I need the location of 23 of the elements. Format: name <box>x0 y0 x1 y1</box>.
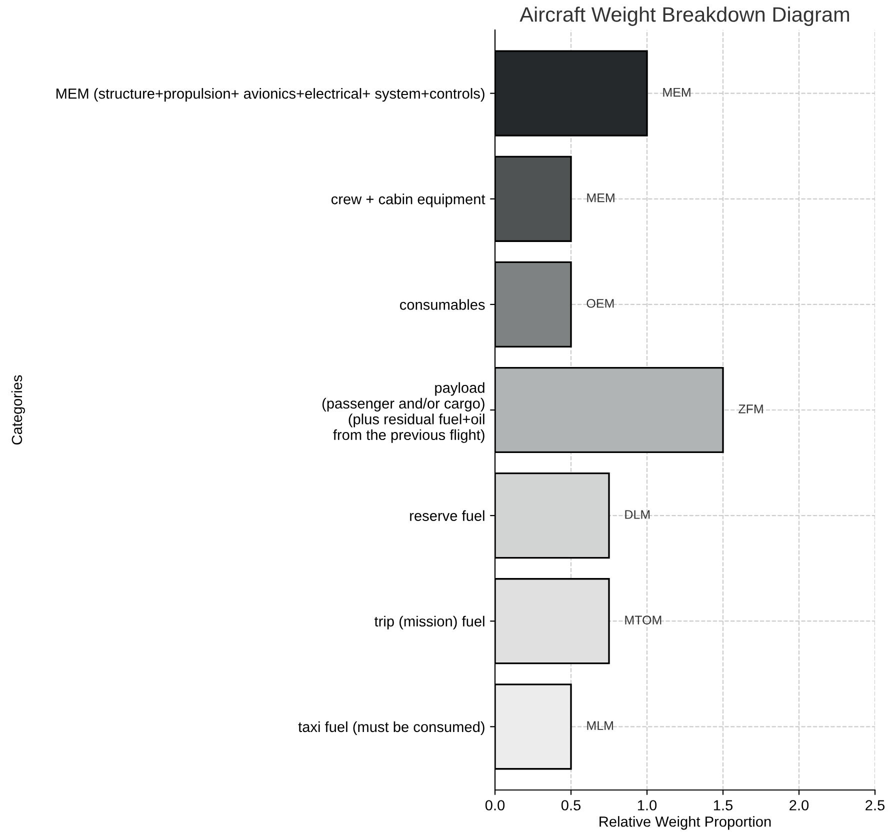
data-label: MEM <box>587 194 614 202</box>
x-tick-label: 1.0 <box>638 800 657 810</box>
data-label: DLM <box>625 510 650 519</box>
y-tick-label: trip (mission) fuel <box>374 616 484 630</box>
x-tick-label: 0.0 <box>485 800 505 810</box>
chart-title: Aircraft Weight Breakdown Diagram <box>520 6 850 26</box>
y-tick-label: crew + cabin equipment <box>331 194 486 208</box>
y-tick-label: taxi fuel (must be consumed) <box>298 721 484 735</box>
y-tick-label: MEM (structure+propulsion+ avionics+electrical+ system+controls) <box>56 88 484 102</box>
x-tick-label: 2.0 <box>790 800 809 810</box>
y-axis-title: Categories <box>11 375 25 445</box>
y-tick-label: reserve fuel <box>410 510 484 521</box>
data-label: ZFM <box>738 404 763 414</box>
data-label: MLM <box>587 721 613 730</box>
x-tick-label: 1.5 <box>714 800 733 810</box>
y-tick-label: consumables <box>400 299 485 310</box>
data-label: MTOM <box>625 616 662 624</box>
x-tick-label: 2.5 <box>866 800 885 810</box>
x-tick-label: 0.5 <box>561 800 581 810</box>
x-axis-title: Relative Weight Proportion <box>600 816 771 830</box>
data-label: OEM <box>586 298 614 308</box>
data-label: MEM <box>663 88 690 97</box>
y-tick-label: payload (passenger and/or cargo) (plus residual fuel+oil from the previous flight) <box>322 382 484 443</box>
